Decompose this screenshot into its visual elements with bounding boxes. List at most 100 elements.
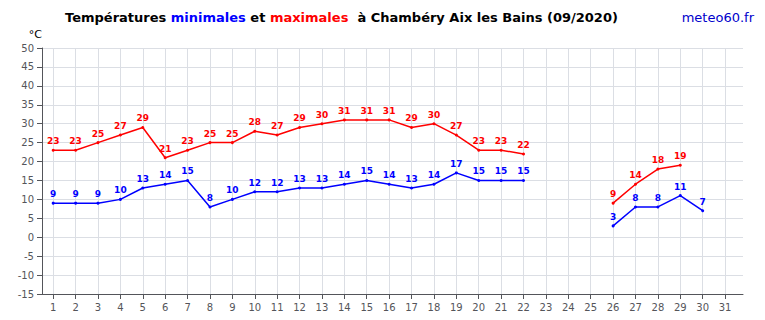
svg-text:2: 2 — [72, 302, 78, 313]
svg-text:29: 29 — [405, 113, 418, 123]
svg-text:15: 15 — [360, 166, 373, 176]
svg-text:26: 26 — [607, 302, 620, 313]
svg-text:21: 21 — [159, 144, 172, 154]
svg-text:-15: -15 — [18, 289, 34, 300]
svg-text:9: 9 — [95, 189, 101, 199]
svg-text:meteo60.fr: meteo60.fr — [682, 10, 755, 25]
svg-text:minimales: minimales — [171, 10, 246, 25]
svg-text:10: 10 — [114, 185, 127, 195]
svg-text:13: 13 — [293, 174, 306, 184]
svg-text:15: 15 — [21, 175, 34, 186]
svg-text:8: 8 — [655, 193, 661, 203]
svg-text:10: 10 — [226, 185, 239, 195]
svg-text:23: 23 — [495, 136, 508, 146]
svg-text:15: 15 — [495, 166, 508, 176]
svg-text:30: 30 — [696, 302, 709, 313]
svg-text:35: 35 — [21, 99, 34, 110]
svg-text:4: 4 — [117, 302, 123, 313]
svg-text:13: 13 — [316, 302, 329, 313]
svg-text:13: 13 — [137, 174, 150, 184]
svg-text:5: 5 — [140, 302, 146, 313]
svg-text:31: 31 — [383, 106, 396, 116]
svg-text:14: 14 — [159, 170, 172, 180]
svg-text:8: 8 — [207, 193, 213, 203]
svg-text:45: 45 — [21, 61, 34, 72]
svg-text:17: 17 — [405, 302, 418, 313]
svg-text:17: 17 — [450, 159, 463, 169]
svg-text:25: 25 — [226, 129, 239, 139]
svg-text:20: 20 — [472, 302, 485, 313]
svg-text:25: 25 — [21, 137, 34, 148]
svg-text:12: 12 — [271, 178, 284, 188]
svg-text:28: 28 — [652, 302, 665, 313]
svg-text:14: 14 — [428, 170, 441, 180]
svg-text:3: 3 — [610, 212, 616, 222]
svg-text:23: 23 — [69, 136, 82, 146]
svg-text:30: 30 — [21, 118, 34, 129]
svg-text:10: 10 — [248, 302, 261, 313]
svg-text:14: 14 — [629, 170, 642, 180]
svg-text:-10: -10 — [18, 270, 34, 281]
svg-text:13: 13 — [316, 174, 329, 184]
svg-text:18: 18 — [652, 155, 665, 165]
svg-text:7: 7 — [700, 197, 706, 207]
svg-text:31: 31 — [360, 106, 373, 116]
svg-text:15: 15 — [517, 166, 530, 176]
svg-text:29: 29 — [137, 113, 150, 123]
svg-text:14: 14 — [338, 170, 351, 180]
svg-text:21: 21 — [495, 302, 508, 313]
svg-text:3: 3 — [95, 302, 101, 313]
svg-text:31: 31 — [338, 106, 351, 116]
svg-text:19: 19 — [674, 151, 687, 161]
svg-text:16: 16 — [383, 302, 396, 313]
svg-text:50: 50 — [21, 43, 34, 54]
svg-text:8: 8 — [207, 302, 213, 313]
svg-text:19: 19 — [450, 302, 463, 313]
svg-text:9: 9 — [229, 302, 235, 313]
svg-text:7: 7 — [184, 302, 190, 313]
svg-text:15: 15 — [472, 166, 485, 176]
svg-text:25: 25 — [92, 129, 105, 139]
svg-text:18: 18 — [428, 302, 441, 313]
svg-text:25: 25 — [204, 129, 217, 139]
svg-text:23: 23 — [181, 136, 194, 146]
svg-text:6: 6 — [162, 302, 168, 313]
svg-text:11: 11 — [674, 182, 687, 192]
svg-text:29: 29 — [293, 113, 306, 123]
svg-text:8: 8 — [632, 193, 638, 203]
svg-text:30: 30 — [316, 110, 329, 120]
svg-text:à Chambéry Aix les Bains (09/2: à Chambéry Aix les Bains (09/2020) — [348, 10, 618, 25]
svg-text:Températures: Températures — [65, 10, 171, 25]
svg-text:23: 23 — [540, 302, 553, 313]
svg-text:27: 27 — [114, 121, 127, 131]
svg-text:25: 25 — [584, 302, 597, 313]
svg-text:5: 5 — [28, 213, 34, 224]
svg-text:23: 23 — [47, 136, 60, 146]
svg-text:9: 9 — [72, 189, 78, 199]
svg-text:27: 27 — [450, 121, 463, 131]
svg-text:15: 15 — [181, 166, 194, 176]
svg-text:maximales: maximales — [270, 10, 349, 25]
svg-text:12: 12 — [293, 302, 306, 313]
svg-text:11: 11 — [271, 302, 284, 313]
svg-text:9: 9 — [50, 189, 56, 199]
svg-text:°C: °C — [29, 28, 43, 41]
svg-text:27: 27 — [629, 302, 642, 313]
svg-text:et: et — [246, 10, 270, 25]
svg-text:31: 31 — [719, 302, 732, 313]
svg-text:12: 12 — [248, 178, 261, 188]
svg-text:29: 29 — [674, 302, 687, 313]
svg-text:23: 23 — [472, 136, 485, 146]
svg-text:14: 14 — [338, 302, 351, 313]
svg-text:14: 14 — [383, 170, 396, 180]
svg-text:24: 24 — [562, 302, 575, 313]
svg-text:13: 13 — [405, 174, 418, 184]
svg-text:10: 10 — [21, 194, 34, 205]
svg-text:0: 0 — [28, 232, 34, 243]
svg-text:40: 40 — [21, 80, 34, 91]
svg-text:9: 9 — [610, 189, 616, 199]
svg-text:22: 22 — [517, 302, 530, 313]
svg-text:1: 1 — [50, 302, 56, 313]
svg-text:27: 27 — [271, 121, 284, 131]
svg-text:30: 30 — [428, 110, 441, 120]
